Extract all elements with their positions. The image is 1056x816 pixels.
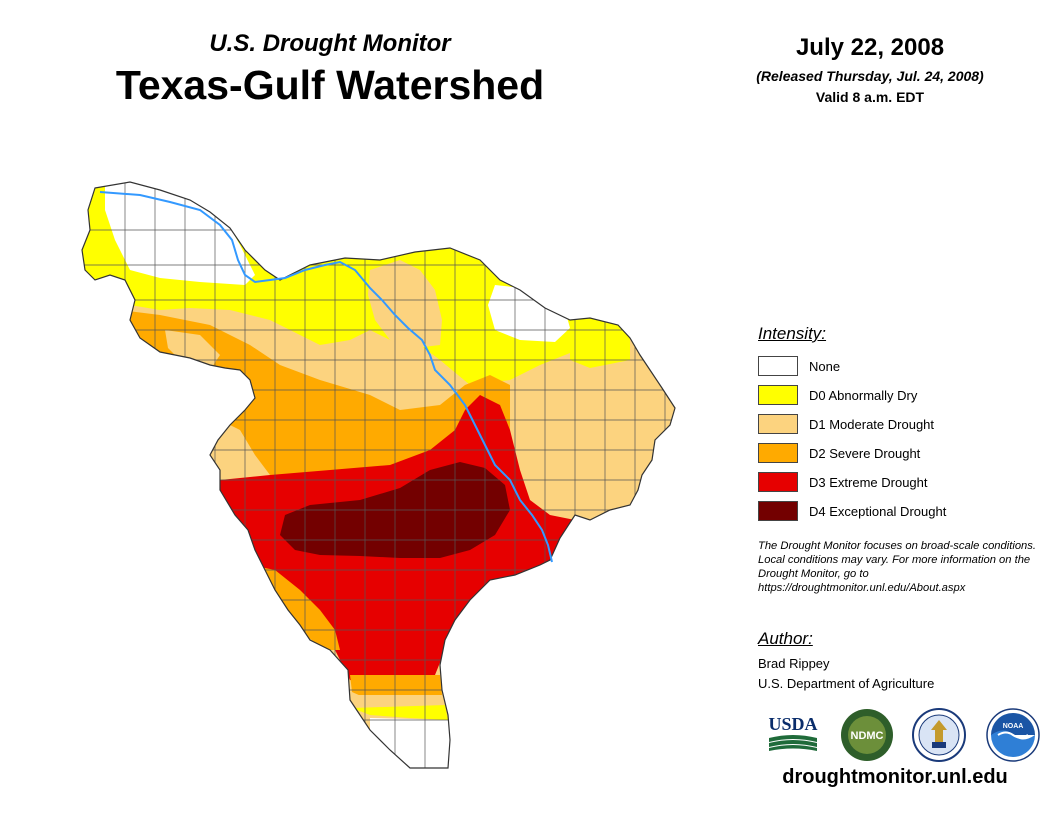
legend-item: D4 Exceptional Drought — [758, 500, 946, 522]
legend-label: D1 Moderate Drought — [809, 416, 935, 432]
map-subtitle: U.S. Drought Monitor — [209, 30, 451, 57]
doc-seal-logo — [912, 708, 966, 762]
legend-item: D1 Moderate Drought — [758, 413, 934, 435]
legend-item: D0 Abnormally Dry — [758, 384, 917, 406]
legend-label: D4 Exceptional Drought — [809, 503, 947, 519]
d0-area-northeast — [570, 325, 630, 368]
d0-area-southtip — [352, 705, 448, 720]
d2-area-southtip — [350, 675, 442, 700]
legend-item: D2 Severe Drought — [758, 442, 920, 464]
disclaimer-note: The Drought Monitor focuses on broad-sca… — [758, 540, 1036, 594]
author-organization: U.S. Department of Agriculture — [758, 676, 935, 691]
legend-swatch — [758, 501, 798, 521]
valid-time: Valid 8 a.m. EDT — [815, 89, 925, 105]
legend-label: D0 Abnormally Dry — [809, 387, 918, 403]
legend-swatch — [758, 443, 798, 463]
ndmc-logo: NDMC — [841, 709, 893, 761]
watershed-outline — [81, 181, 676, 769]
legend-swatch — [758, 414, 798, 434]
drought-categories — [82, 182, 675, 768]
noaa-logo-text: NOAA — [1003, 723, 1024, 730]
release-date: (Released Thursday, Jul. 24, 2008) — [756, 68, 984, 84]
author-name: Brad Rippey — [758, 656, 830, 671]
legend-heading: Intensity: — [758, 324, 827, 343]
legend-item: None — [758, 355, 840, 377]
river — [99, 191, 553, 563]
legend-swatch — [758, 356, 798, 376]
d1-area-north — [368, 260, 442, 348]
legend-label: D2 Severe Drought — [809, 445, 921, 461]
author-heading: Author: — [758, 629, 813, 648]
ndmc-logo-text: NDMC — [851, 730, 884, 742]
legend-item: D3 Extreme Drought — [758, 471, 928, 493]
usda-logo: USDA — [768, 714, 818, 751]
noaa-logo: NOAA — [986, 708, 1040, 762]
legend-label: None — [809, 358, 841, 374]
map-title: Texas-Gulf Watershed — [115, 62, 545, 108]
website-url[interactable]: droughtmonitor.unl.edu — [782, 766, 1008, 788]
map-date: July 22, 2008 — [795, 34, 945, 61]
none-area-northwest — [105, 182, 255, 285]
legend-swatch — [758, 385, 798, 405]
none-area-southtip — [370, 718, 455, 768]
drought-map — [81, 181, 676, 769]
legend-label: D3 Extreme Drought — [809, 474, 928, 490]
legend-swatch — [758, 472, 798, 492]
usda-logo-text: USDA — [768, 714, 817, 734]
